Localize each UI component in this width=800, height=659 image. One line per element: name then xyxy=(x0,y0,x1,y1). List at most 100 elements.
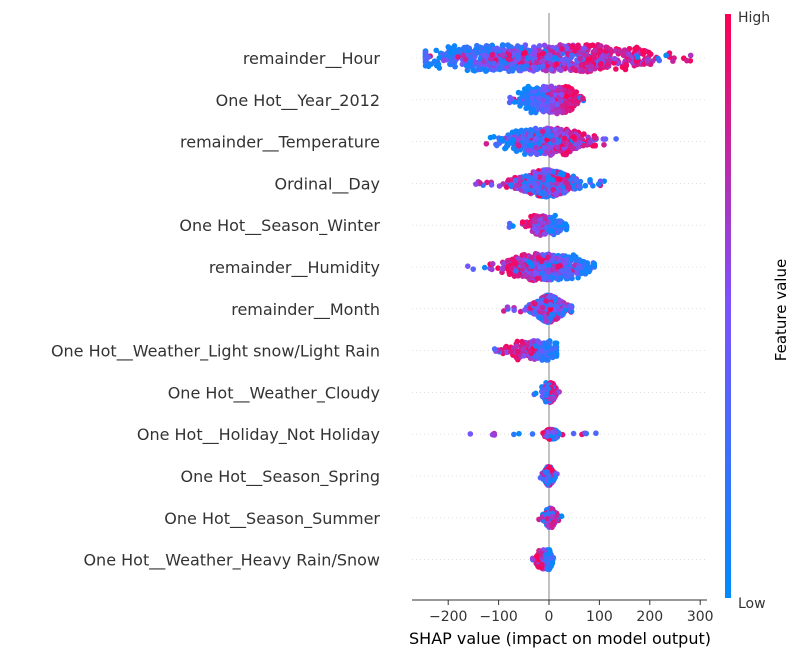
shap-point xyxy=(517,128,523,135)
shap-point xyxy=(512,64,519,71)
feature-points xyxy=(501,292,575,326)
shap-point xyxy=(523,173,529,179)
shap-point xyxy=(524,96,531,103)
shap-point xyxy=(549,257,555,263)
shap-point xyxy=(566,100,573,107)
shap-point xyxy=(496,183,503,189)
shap-point xyxy=(500,260,507,267)
shap-point xyxy=(501,60,508,66)
shap-point xyxy=(529,101,536,108)
shap-point xyxy=(548,312,555,318)
shap-point xyxy=(455,54,461,60)
shap-point xyxy=(511,307,517,314)
shap-point xyxy=(440,57,447,64)
shap-point xyxy=(581,61,587,67)
shap-point xyxy=(620,52,627,59)
shap-point xyxy=(526,275,532,282)
shap-point xyxy=(522,42,529,48)
shap-point xyxy=(559,170,565,177)
shap-point xyxy=(580,68,586,75)
shap-point xyxy=(575,265,582,271)
shap-point xyxy=(543,149,550,155)
shap-point xyxy=(562,221,569,227)
shap-point xyxy=(640,51,647,57)
shap-point xyxy=(560,103,566,109)
shap-point xyxy=(626,51,632,58)
shap-point xyxy=(633,44,640,51)
feature-points xyxy=(529,546,557,573)
shap-point xyxy=(499,52,506,58)
shap-point xyxy=(506,68,512,75)
shap-point xyxy=(473,181,479,187)
shap-point xyxy=(543,67,549,74)
shap-point xyxy=(542,215,548,222)
shap-point xyxy=(581,45,588,52)
feature-points xyxy=(531,379,562,406)
shap-point xyxy=(603,44,609,50)
shap-point xyxy=(510,223,516,229)
shap-point xyxy=(534,106,541,112)
shap-point xyxy=(422,50,429,56)
shap-point xyxy=(550,429,556,435)
shap-point xyxy=(515,142,522,149)
shap-point xyxy=(552,91,558,97)
shap-point xyxy=(520,65,527,72)
shap-point xyxy=(498,64,504,70)
points-layer xyxy=(422,42,694,573)
shap-point xyxy=(543,298,550,304)
shap-point xyxy=(491,46,498,53)
shap-point xyxy=(506,43,512,50)
shap-point xyxy=(569,53,575,59)
shap-point xyxy=(546,395,553,402)
shap-point xyxy=(595,181,602,187)
shap-point xyxy=(487,56,494,62)
shap-point xyxy=(532,182,539,189)
shap-point xyxy=(613,136,619,142)
shap-point xyxy=(566,89,573,96)
shap-point xyxy=(544,54,550,60)
shap-point xyxy=(510,137,516,144)
shap-point xyxy=(605,61,612,68)
shap-point xyxy=(513,268,519,274)
shap-point xyxy=(516,174,523,181)
shap-point xyxy=(480,52,487,59)
shap-point xyxy=(601,141,607,148)
shap-point xyxy=(570,430,577,437)
shap-point xyxy=(574,270,580,276)
shap-point xyxy=(516,96,523,102)
shap-point xyxy=(543,349,549,356)
shap-point xyxy=(547,301,554,308)
shap-point xyxy=(570,65,576,72)
shap-point xyxy=(564,273,571,280)
shap-point xyxy=(504,304,511,310)
shap-point xyxy=(544,94,551,101)
shap-point xyxy=(546,473,552,479)
shap-point xyxy=(472,59,479,65)
shap-point xyxy=(540,97,546,103)
shap-point xyxy=(531,225,538,232)
shap-point xyxy=(545,133,552,139)
shap-point xyxy=(575,42,581,49)
shap-point xyxy=(611,60,617,66)
shap-point xyxy=(556,299,563,305)
shap-point xyxy=(534,275,541,282)
shap-point xyxy=(592,142,598,148)
feature-points xyxy=(536,505,565,531)
shap-point xyxy=(422,56,429,63)
shap-point xyxy=(591,52,598,59)
shap-point xyxy=(529,431,536,437)
shap-point xyxy=(527,126,534,133)
shap-point xyxy=(470,67,477,74)
shap-point xyxy=(520,263,526,269)
shap-point xyxy=(553,190,559,197)
shap-point xyxy=(549,275,556,281)
shap-point xyxy=(600,136,607,142)
shap-point xyxy=(526,348,533,354)
feature-points xyxy=(483,125,619,158)
shap-point xyxy=(549,104,556,110)
shap-point xyxy=(535,353,541,359)
shap-point xyxy=(514,43,521,49)
shap-point xyxy=(512,58,519,65)
shap-point xyxy=(561,60,567,67)
shap-point xyxy=(461,44,468,51)
